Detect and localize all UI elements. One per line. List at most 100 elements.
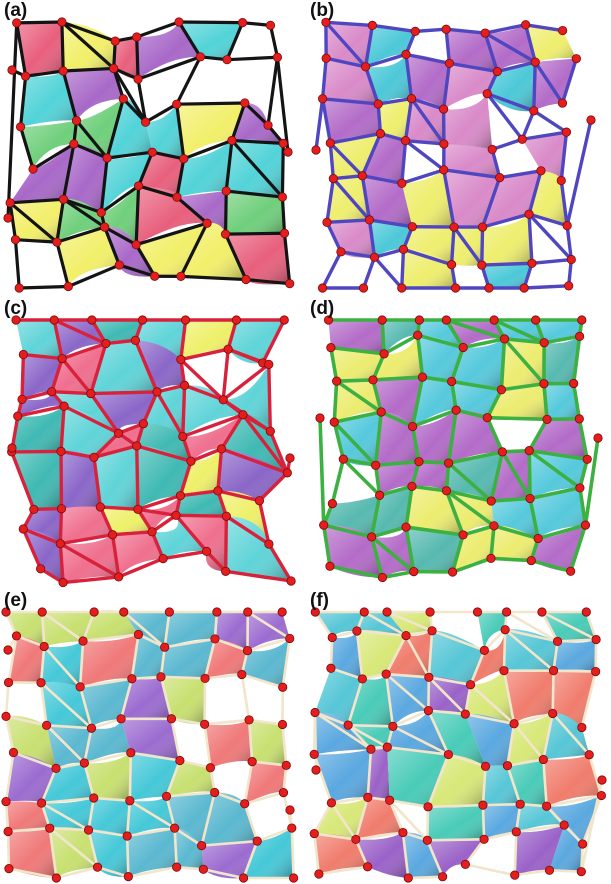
surface-shading bbox=[315, 612, 365, 638]
vertex-node bbox=[323, 315, 334, 325]
rod-edge bbox=[240, 673, 251, 722]
vertex-node bbox=[15, 122, 26, 132]
vertex-node bbox=[443, 458, 454, 468]
rod-edge bbox=[384, 634, 408, 676]
rod-edge bbox=[83, 751, 133, 765]
rod-edge bbox=[203, 718, 251, 726]
vertex-node bbox=[401, 631, 411, 641]
surface-shading bbox=[221, 414, 288, 473]
surface-shading bbox=[503, 669, 554, 724]
vertex-node bbox=[8, 747, 19, 758]
vertex-node bbox=[210, 634, 220, 644]
surface-shading bbox=[446, 451, 503, 502]
surface-shading bbox=[88, 797, 130, 837]
rod-edge bbox=[391, 725, 450, 756]
rod-edge bbox=[127, 865, 178, 878]
surface-shading bbox=[356, 630, 407, 679]
rod-edge bbox=[60, 341, 108, 361]
vertex-node bbox=[377, 572, 388, 583]
rod-edge bbox=[21, 527, 63, 546]
rod-edge bbox=[87, 828, 99, 869]
surface-shading bbox=[406, 527, 464, 573]
vertex-node bbox=[133, 181, 144, 191]
vertex-node bbox=[472, 607, 483, 617]
surface-shading bbox=[417, 334, 464, 382]
rod-edge bbox=[536, 523, 588, 541]
vertex-node bbox=[477, 260, 487, 270]
surface-shading bbox=[228, 318, 285, 364]
rod-edge bbox=[317, 865, 369, 876]
rod-edge bbox=[542, 381, 549, 422]
rod-edge bbox=[449, 225, 456, 267]
rod-edge bbox=[60, 20, 116, 71]
panel-label-c: (c) bbox=[4, 298, 28, 319]
vertex-node bbox=[36, 564, 46, 574]
rod-edge bbox=[489, 450, 505, 503]
vertex-node bbox=[51, 873, 61, 883]
vertex-node bbox=[575, 483, 585, 493]
vertex-node bbox=[397, 178, 407, 188]
rod-edge bbox=[150, 513, 178, 534]
vertex-node bbox=[410, 26, 420, 36]
rod-edge bbox=[135, 35, 140, 81]
surface-shading bbox=[145, 104, 184, 159]
surface-shading bbox=[231, 102, 284, 144]
vertex-node bbox=[285, 279, 295, 289]
rod-edge bbox=[23, 69, 65, 78]
rod-edge bbox=[372, 255, 404, 290]
vertex-node bbox=[240, 98, 250, 108]
rod-edge bbox=[489, 496, 532, 503]
rod-edge bbox=[565, 118, 593, 228]
surface-shading bbox=[249, 719, 287, 766]
rod-edge bbox=[74, 119, 109, 160]
vertex-node bbox=[388, 721, 398, 731]
surface-shading bbox=[465, 713, 515, 767]
surface-shading bbox=[175, 490, 227, 518]
rod-edge bbox=[502, 337, 546, 345]
rod-edge bbox=[369, 535, 385, 580]
rod-edge bbox=[213, 791, 246, 806]
surface-shading bbox=[543, 336, 580, 384]
vertex-node bbox=[101, 338, 111, 349]
rod-edge bbox=[159, 675, 207, 680]
vertex-node bbox=[127, 674, 137, 684]
vertex-node bbox=[265, 426, 275, 436]
vertex-node bbox=[28, 164, 38, 174]
vertex-node bbox=[278, 787, 289, 798]
rod-edge bbox=[532, 109, 569, 134]
surface-shading bbox=[127, 828, 177, 877]
rod-edge bbox=[48, 826, 99, 869]
vertex-node bbox=[282, 468, 292, 478]
rod-edge bbox=[280, 195, 287, 235]
rod-edge bbox=[372, 247, 406, 259]
vertex-node bbox=[210, 787, 220, 798]
vertex-node bbox=[178, 431, 188, 442]
vertex-node bbox=[102, 153, 112, 163]
rods-group bbox=[4, 610, 295, 880]
surface-shading bbox=[23, 508, 62, 544]
rod-edge bbox=[223, 232, 248, 282]
vertices-group bbox=[311, 17, 596, 293]
rod-edge bbox=[542, 334, 582, 345]
surface-shading bbox=[241, 638, 290, 688]
vertex-node bbox=[315, 413, 325, 423]
rod-edge bbox=[444, 27, 487, 35]
rod-edge bbox=[13, 238, 59, 244]
vertex-node bbox=[497, 447, 508, 457]
vertex-node bbox=[586, 115, 596, 125]
rod-edge bbox=[130, 633, 140, 681]
rod-edge bbox=[415, 333, 465, 350]
vertex-node bbox=[425, 607, 435, 617]
surface-shading bbox=[63, 143, 108, 213]
rod-edge bbox=[143, 102, 179, 124]
rod-edge bbox=[578, 457, 590, 490]
rod-edge bbox=[174, 513, 209, 554]
rod-edge bbox=[312, 832, 358, 841]
vertex-node bbox=[133, 629, 144, 640]
rod-edge bbox=[92, 444, 139, 460]
vertex-node bbox=[478, 800, 488, 810]
rod-edge bbox=[246, 610, 292, 640]
rod-edge bbox=[527, 417, 549, 453]
surface-shading bbox=[481, 214, 532, 266]
rod-edge bbox=[332, 410, 384, 424]
